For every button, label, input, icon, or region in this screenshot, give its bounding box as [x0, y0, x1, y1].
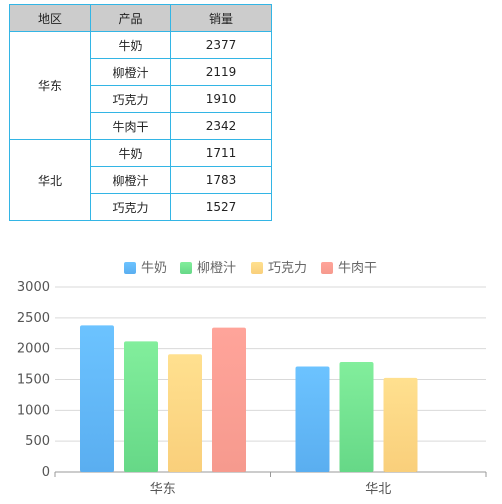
- legend-label[interactable]: 柳橙汁: [197, 261, 236, 276]
- table-header-row: 地区 产品 销量: [9, 4, 272, 32]
- legend-swatch[interactable]: [251, 262, 263, 274]
- chart-bars: [80, 325, 418, 472]
- legend-label[interactable]: 巧克力: [268, 261, 307, 276]
- header-region: 地区: [9, 4, 91, 32]
- table-row: 牛肉干 2342: [10, 112, 272, 140]
- legend-label[interactable]: 牛肉干: [338, 261, 377, 276]
- product-cell: 牛奶: [90, 139, 171, 167]
- region-cell-north: 华北: [9, 139, 91, 221]
- product-cell: 巧克力: [90, 193, 171, 221]
- bar[interactable]: [339, 362, 374, 472]
- table-row: 华北 牛奶 1711: [9, 139, 272, 221]
- legend-label[interactable]: 牛奶: [141, 261, 167, 276]
- x-tick-label: 华北: [365, 482, 391, 497]
- y-tick-label: 1500: [17, 373, 50, 388]
- legend-swatch[interactable]: [321, 262, 333, 274]
- product-cell: 牛肉干: [90, 112, 171, 140]
- sales-cell: 2377: [170, 31, 272, 59]
- y-tick-label: 3000: [17, 280, 50, 295]
- x-axis: 华东 华北: [54, 472, 487, 497]
- bar-chart: 牛奶 柳橙汁 巧克力 牛肉干 050010001500200025003000 华东华…: [17, 261, 487, 497]
- bar[interactable]: [168, 354, 202, 472]
- product-cell: 巧克力: [90, 85, 171, 113]
- bar[interactable]: [212, 327, 246, 472]
- sales-cell: 1910: [170, 85, 272, 113]
- product-cell: 牛奶: [90, 31, 171, 59]
- header-product: 产品: [90, 4, 171, 32]
- table-row: 华东 牛奶 2377: [9, 31, 272, 140]
- chart-legend: 牛奶 柳橙汁 巧克力 牛肉干: [124, 261, 377, 276]
- table-row: 巧克力 1527: [10, 193, 272, 221]
- legend-swatch[interactable]: [124, 262, 136, 274]
- table-row: 柳橙汁 1783: [10, 166, 272, 194]
- region-cell-east: 华东: [9, 31, 91, 140]
- sales-cell: 1527: [170, 193, 272, 221]
- y-tick-label: 1000: [17, 403, 50, 418]
- bar[interactable]: [124, 341, 158, 472]
- y-tick-label: 2000: [17, 342, 50, 357]
- product-cell: 柳橙汁: [90, 166, 171, 194]
- sales-cell: 2119: [170, 58, 272, 86]
- chart-grid: [55, 286, 486, 473]
- y-tick-label: 0: [42, 465, 50, 480]
- bar[interactable]: [383, 377, 418, 472]
- sales-cell: 2342: [170, 112, 272, 140]
- bar[interactable]: [295, 366, 330, 472]
- y-tick-label: 2500: [17, 311, 50, 326]
- sales-cell: 1711: [170, 139, 272, 167]
- header-sales: 销量: [170, 4, 272, 32]
- y-tick-label: 500: [25, 434, 50, 449]
- table-row: 柳橙汁 2119: [10, 58, 272, 86]
- bar[interactable]: [80, 325, 114, 472]
- x-tick-label: 华东: [150, 482, 176, 497]
- sales-cell: 1783: [170, 166, 272, 194]
- sales-table: 地区 产品 销量 华东 牛奶 2377 柳橙汁 2119 巧克力 1910 牛肉…: [9, 4, 272, 221]
- legend-swatch[interactable]: [180, 262, 192, 274]
- product-cell: 柳橙汁: [90, 58, 171, 86]
- y-axis: 0 500 1000 1500 2000 2500 3000: [17, 280, 50, 480]
